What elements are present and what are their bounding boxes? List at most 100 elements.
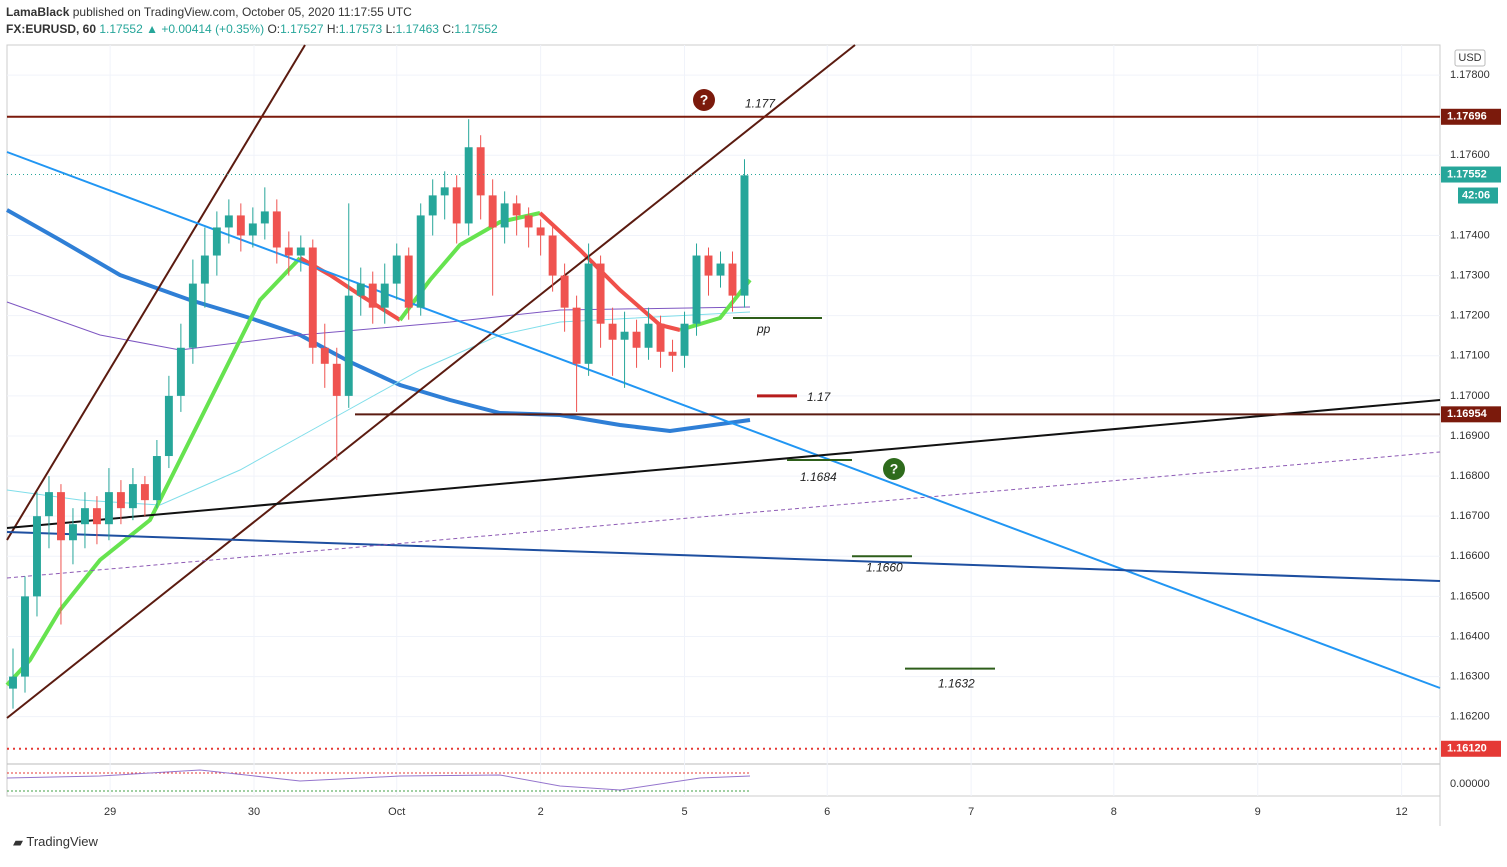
y-tick-label: 1.16900	[1450, 430, 1490, 442]
brand: TradingView	[26, 834, 98, 849]
question-icon	[883, 458, 905, 480]
trend-line	[6, 399, 1441, 529]
candle-body	[116, 492, 125, 509]
candle-body	[128, 484, 137, 509]
candle-body	[200, 255, 209, 284]
l-label: L:	[386, 22, 396, 36]
h: 1.17573	[339, 22, 383, 36]
price-tag	[1441, 740, 1501, 757]
published: published on TradingView.com, October 05…	[73, 5, 412, 19]
candle-body	[104, 492, 113, 525]
candle-body	[440, 187, 449, 196]
y-tick-label: 1.16600	[1450, 550, 1490, 562]
price-tag-label: 1.16120	[1447, 743, 1487, 755]
candle-body	[728, 263, 737, 296]
candle-body	[260, 211, 269, 224]
countdown: 42:06	[1462, 189, 1490, 201]
candle-body	[536, 227, 545, 236]
price-tag-label: 1.17552	[1447, 168, 1487, 180]
candle-body	[224, 215, 233, 228]
candle-body	[404, 255, 413, 308]
candle-body	[380, 283, 389, 308]
candle-body	[80, 508, 89, 525]
candle-body	[596, 263, 605, 324]
x-tick-label: 8	[1111, 806, 1117, 818]
candle-body	[704, 255, 713, 276]
symbol: FX:EURUSD, 60	[6, 22, 96, 36]
candle-body	[33, 516, 41, 597]
question-mark: ?	[700, 92, 709, 108]
publisher: LamaBlack	[6, 5, 70, 19]
y-tick-label: 1.16300	[1450, 670, 1490, 682]
y-tick-label: 1.17300	[1450, 269, 1490, 281]
x-tick-label: 5	[681, 806, 687, 818]
candle-body	[320, 347, 329, 364]
candle-body	[212, 227, 221, 256]
candle-body	[368, 283, 377, 308]
moving-average	[679, 278, 752, 332]
candle-body	[500, 203, 509, 228]
x-tick-label: 30	[248, 806, 260, 818]
moving-average	[6, 208, 751, 434]
candle-body	[392, 255, 401, 284]
price-tag-label: 1.16954	[1447, 408, 1488, 420]
candle-body	[656, 323, 665, 352]
x-tick-label: 12	[1396, 806, 1408, 818]
trend-line	[6, 531, 1441, 582]
candle-body	[608, 323, 617, 340]
header-line: LamaBlack published on TradingView.com, …	[6, 5, 412, 19]
trend-line	[6, 151, 1441, 689]
trend-line	[6, 44, 306, 541]
price-tag	[1441, 406, 1501, 423]
y-tick-label: 1.16200	[1450, 711, 1490, 723]
candle-body	[45, 492, 53, 517]
y-tick-label: 1.16400	[1450, 630, 1490, 642]
footer-brand: ▰ TradingView	[13, 834, 99, 849]
pp-label: pp	[756, 322, 771, 336]
l: 1.17463	[396, 22, 440, 36]
candle-body	[356, 283, 365, 296]
y-tick-label: 1.17200	[1450, 310, 1490, 322]
moving-average	[5, 256, 302, 687]
candle-body	[488, 195, 497, 228]
countdown-tag	[1458, 187, 1498, 204]
arrow: ▲	[146, 22, 158, 36]
c: 1.17552	[454, 22, 498, 36]
candle-body	[68, 524, 77, 541]
candle-body	[296, 247, 305, 256]
y-tick-label: 1.17800	[1450, 69, 1490, 81]
candle-body	[680, 323, 689, 356]
candle-body	[9, 676, 17, 689]
h-label: H:	[327, 22, 339, 36]
oscillator-line	[6, 769, 751, 791]
candle-body	[308, 247, 317, 348]
candle-body	[464, 147, 473, 224]
candle-body	[548, 235, 557, 276]
o-label: O:	[267, 22, 280, 36]
candle-body	[21, 596, 29, 677]
ohlc-line: FX:EURUSD, 60 1.17552 ▲ +0.00414 (+0.35%…	[6, 22, 498, 36]
candle-body	[188, 283, 197, 348]
x-tick-label: Oct	[388, 806, 405, 818]
currency: USD	[1458, 52, 1481, 64]
candle-body	[716, 263, 725, 276]
candle-body	[620, 331, 629, 340]
candle-body	[57, 492, 65, 541]
candle-body	[740, 175, 749, 296]
question-mark: ?	[890, 461, 899, 477]
price-tag	[1441, 166, 1501, 183]
candle-body	[272, 211, 281, 248]
candle-body	[692, 255, 701, 324]
overlay-lines	[5, 44, 1441, 719]
candle-body	[476, 147, 485, 196]
oscillator-tick-label: 0.00000	[1450, 778, 1490, 790]
candle-body	[416, 215, 425, 308]
candle-body	[236, 215, 245, 236]
change: +0.00414 (+0.35%)	[161, 22, 264, 36]
price-tag-label: 1.17696	[1447, 111, 1487, 123]
y-tick-label: 1.16700	[1450, 510, 1490, 522]
y-tick-label: 1.17100	[1450, 350, 1490, 362]
trend-line	[6, 44, 856, 719]
candle-body	[632, 331, 641, 348]
